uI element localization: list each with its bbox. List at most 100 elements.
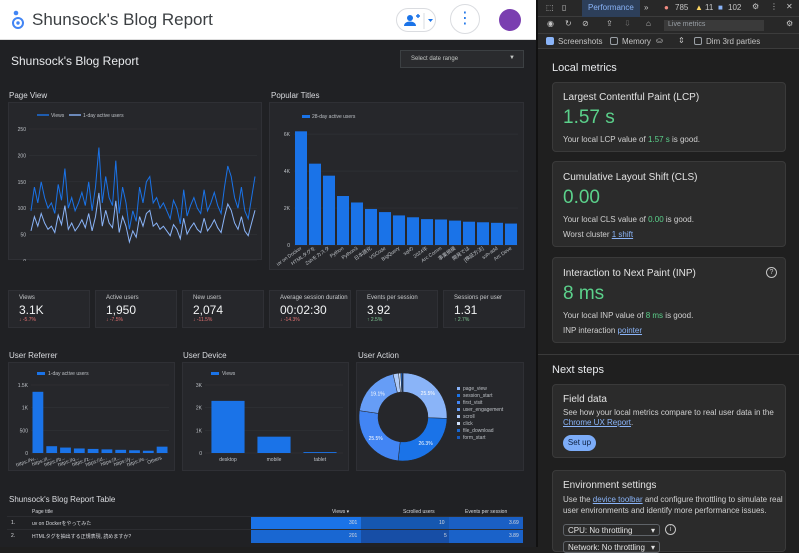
y-tick-label: 150 [18, 180, 27, 186]
perf-settings-icon[interactable]: ⚙ [786, 19, 794, 28]
col-scrolled[interactable]: Scrolled users [403, 509, 435, 515]
y-tick-label: 0 [25, 451, 28, 457]
kpi-value: 3.92 [367, 303, 391, 317]
set-up-button[interactable]: Set up [563, 435, 596, 451]
live-metrics-select[interactable]: Live metrics [664, 20, 764, 31]
next-steps-heading: Next steps [552, 364, 604, 376]
crux-link[interactable]: Chrome UX Report [563, 418, 632, 427]
bar [101, 449, 113, 453]
user-referrer-chart[interactable]: 1-day active users 1.5K 1K 500 0 https://w...… [8, 362, 175, 471]
y-tick-label: 250 [18, 127, 27, 133]
bar [323, 175, 335, 245]
kpi-label: Average session duration [280, 295, 348, 301]
bar [73, 448, 85, 453]
col-events[interactable]: Events per session [465, 509, 508, 515]
legend-label: page_view [463, 386, 487, 392]
download-icon[interactable]: ⇩ [624, 19, 631, 28]
avatar[interactable] [499, 9, 521, 31]
kpi-label: Sessions per user [454, 295, 503, 301]
legend-label: Views [222, 371, 236, 377]
legend-swatch [457, 401, 460, 404]
kpi-value: 1,950 [106, 303, 137, 317]
split-icon[interactable]: ⇕ [678, 36, 685, 45]
y-tick-label: 1K [22, 406, 29, 412]
legend-swatch [457, 394, 460, 397]
network-throttling-select[interactable]: Network: No throttling ▾ [563, 541, 660, 553]
divider [538, 354, 799, 355]
popular-titles-chart[interactable]: 28-day active users 6K 4K 2K 0 uv on Docker HT… [269, 102, 524, 270]
date-range-control[interactable]: Select date range ▼ [400, 50, 524, 68]
dim-3rd-checkbox[interactable] [694, 37, 702, 45]
cls-value: 0.00 [563, 187, 600, 208]
inp-card: Interaction to Next Paint (INP) ? 8 ms Y… [552, 257, 786, 343]
more-tabs-icon[interactable]: » [644, 3, 649, 12]
gc-icon[interactable]: ⛀ [656, 36, 663, 45]
home-icon[interactable]: ⌂ [646, 19, 651, 28]
close-icon[interactable]: ✕ [786, 2, 793, 11]
help-icon[interactable]: ? [766, 267, 777, 278]
kpi-card[interactable]: Views 3.1K ↓ -5.7% [8, 290, 90, 328]
inp-interaction: INP interaction pointer [563, 326, 643, 335]
user-action-chart[interactable]: 25.5% page_view 26.3% session_start 25.5% fir… [356, 362, 524, 471]
row-number: 2. [11, 533, 16, 539]
reload-icon[interactable]: ↻ [565, 19, 572, 28]
field-data-text: See how your local metrics compare to re… [563, 408, 774, 417]
bar [463, 221, 475, 245]
performance-toolbar: ◉ ↻ ⊘ ⇪ ⇩ ⌂ Live metrics ⚙ [538, 17, 799, 34]
x-tick-label: desktop [219, 457, 237, 463]
kpi-delta: ↓ -5.7% [19, 317, 36, 323]
report-title: Shunsock's Blog Report [32, 10, 213, 29]
settings-icon[interactable]: ⚙ [752, 2, 760, 11]
memory-checkbox[interactable] [610, 37, 618, 45]
y-tick-label: 0 [199, 451, 202, 457]
warning-count[interactable]: 11 [705, 3, 714, 12]
kpi-card[interactable]: New users 2,074 ↓ -11.5% [182, 290, 264, 328]
environment-text2: user environments and identify more perf… [563, 506, 767, 515]
share-button[interactable] [396, 8, 436, 32]
y-tick-label: 0 [23, 259, 26, 261]
record-icon[interactable]: ◉ [547, 19, 554, 28]
inspect-icon[interactable]: ⬚ [546, 3, 554, 12]
device-toolbar-icon[interactable]: ▯ [562, 3, 567, 12]
bar [156, 446, 168, 453]
inp-interaction-link[interactable]: pointer [617, 326, 643, 335]
y-tick-label: 3K [196, 383, 203, 389]
more-options-button[interactable]: ⋮ [450, 4, 480, 34]
warning-icon: ▲ [695, 3, 703, 12]
cpu-throttling-select[interactable]: CPU: No throttling ▾ [563, 524, 660, 536]
upload-icon[interactable]: ⇪ [606, 19, 613, 28]
table-row[interactable]: 1. uv on Dockerをやってみた 301 10 3.69 [7, 516, 523, 530]
y-tick-label: 0 [287, 243, 290, 249]
row-number: 1. [11, 520, 16, 526]
col-views[interactable]: Views ▾ [332, 509, 350, 515]
col-page-title[interactable]: Page title [32, 509, 53, 515]
performance-tab[interactable]: Performance [582, 0, 640, 17]
report-heading: Shunsock's Blog Report [11, 54, 139, 68]
kebab-icon[interactable]: ⋮ [770, 2, 778, 11]
clear-icon[interactable]: ⊘ [582, 19, 589, 28]
inp-summary: Your local INP value of 8 ms is good. [563, 311, 694, 320]
bar [309, 163, 321, 245]
kpi-card[interactable]: Sessions per user 1.31 ↑ 2.7% [443, 290, 525, 328]
message-count[interactable]: 102 [728, 3, 742, 12]
kpi-card[interactable]: Active users 1,950 ↓ -7.5% [95, 290, 177, 328]
bar [257, 436, 291, 453]
error-count[interactable]: 785 [675, 3, 689, 12]
kpi-card[interactable]: Average session duration 00:02:30 ↓ -14.3% [269, 290, 351, 328]
device-toolbar-link[interactable]: device toolbar [592, 495, 643, 504]
screenshots-checkbox[interactable] [546, 37, 554, 45]
page-view-chart[interactable]: 250200150100500Mar 4Mar 7Mar 10Mar 13Mar… [8, 102, 267, 295]
kpi-card[interactable]: Events per session 3.92 ↑ 2.5% [356, 290, 438, 328]
legend-label: scroll [463, 414, 475, 420]
user-device-chart[interactable]: Views 3K 2K 1K 0 desktop mobile tablet [182, 362, 349, 471]
info-icon[interactable]: i [665, 524, 676, 535]
kpi-delta: ↓ -7.5% [106, 317, 123, 323]
table-row[interactable]: 2. HTMLタグを抽出する正規表現, 読めますか? 201 5 3.89 [7, 529, 523, 543]
row-title: HTMLタグを抽出する正規表現, 読めますか? [32, 534, 132, 540]
cls-summary: Your local CLS value of 0.00 is good. [563, 215, 694, 224]
bar [46, 446, 58, 453]
legend-label: 1-day active users [83, 113, 124, 119]
y-tick-label: 200 [18, 153, 27, 159]
worst-cluster-link[interactable]: 1 shift [611, 230, 634, 239]
field-data-title: Field data [563, 394, 607, 405]
